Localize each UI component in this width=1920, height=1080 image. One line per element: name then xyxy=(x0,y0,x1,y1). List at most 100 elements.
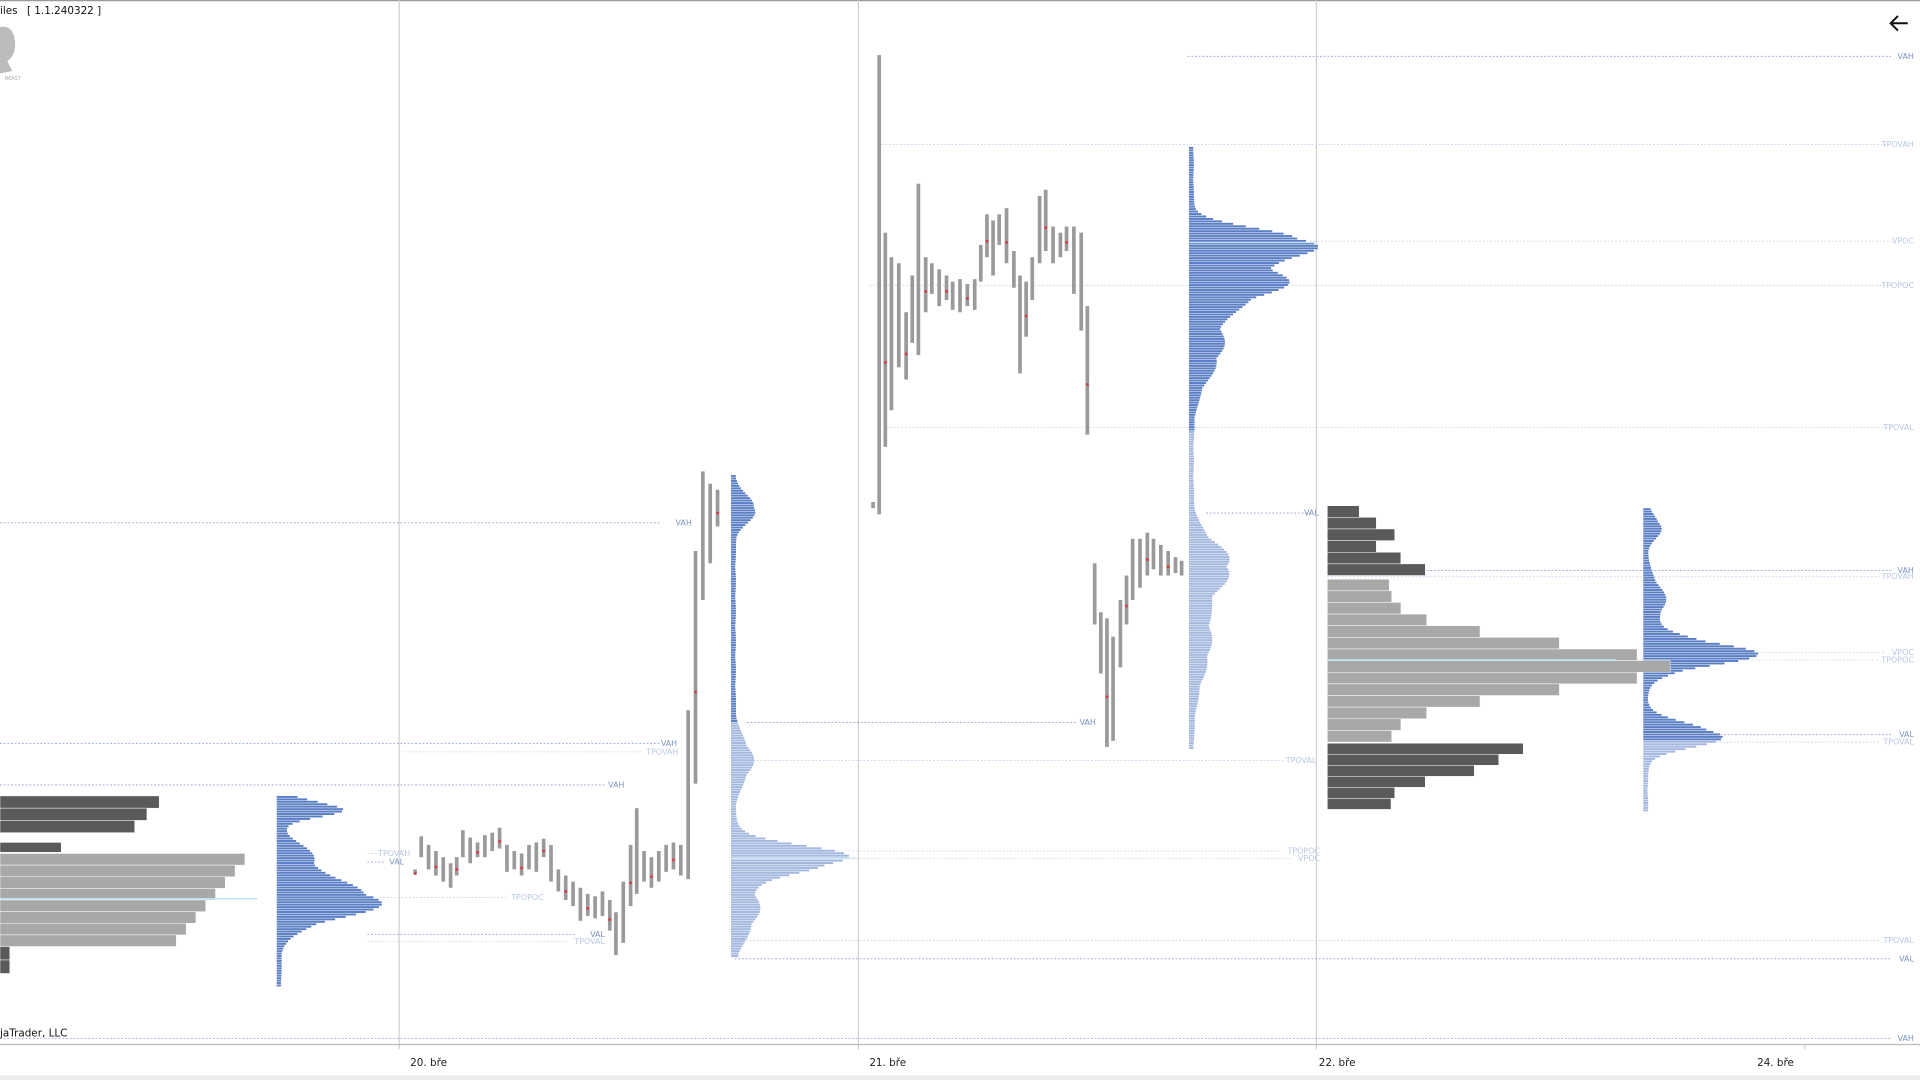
price-bar xyxy=(678,844,683,876)
volume-row xyxy=(731,644,736,647)
volume-row xyxy=(1188,514,1197,517)
level-label: VPOC xyxy=(1892,648,1914,657)
volume-row xyxy=(1643,704,1650,707)
volume-row xyxy=(1188,472,1194,475)
volume-row xyxy=(1188,450,1194,453)
volume-row xyxy=(1643,608,1662,611)
volume-row xyxy=(1643,564,1651,567)
close-dot xyxy=(520,866,523,870)
volume-row xyxy=(731,933,749,936)
volume-row xyxy=(731,800,737,803)
volume-row xyxy=(731,720,738,722)
volume-row xyxy=(1188,396,1201,399)
level-label: TPOPOC xyxy=(510,893,544,902)
price-bar xyxy=(889,257,894,411)
volume-row xyxy=(731,675,736,678)
volume-row xyxy=(1643,660,1739,662)
close-dot xyxy=(924,290,927,293)
volume-row xyxy=(1643,745,1697,748)
volume-row xyxy=(276,820,300,823)
volume-row xyxy=(1188,685,1200,688)
tpo-row xyxy=(0,934,177,947)
back-button[interactable] xyxy=(1889,15,1908,32)
volume-row xyxy=(276,908,374,911)
volume-row xyxy=(1643,537,1656,540)
volume-row xyxy=(1188,328,1221,331)
volume-row xyxy=(1188,168,1194,171)
scrollbar[interactable] xyxy=(0,1075,1920,1080)
volume-row xyxy=(1188,541,1215,544)
volume-row xyxy=(1643,635,1688,638)
price-bar xyxy=(701,471,705,600)
volume-row xyxy=(1188,377,1210,380)
volume-row xyxy=(276,795,298,798)
volume-row xyxy=(1188,340,1225,343)
volume-row xyxy=(1643,664,1710,667)
price-bar xyxy=(413,869,417,875)
volume-row xyxy=(1643,532,1661,535)
volume-row xyxy=(1188,242,1315,245)
tpo-row xyxy=(1327,743,1524,755)
price-bar xyxy=(1138,538,1142,588)
price-bar xyxy=(490,832,495,852)
volume-row xyxy=(731,617,736,620)
tpo-row xyxy=(0,853,246,866)
volume-row xyxy=(276,852,313,855)
price-bar xyxy=(441,857,446,882)
volume-row xyxy=(1643,696,1648,699)
volume-row xyxy=(731,600,736,602)
volume-row xyxy=(731,480,737,482)
volume-row xyxy=(1188,220,1223,223)
volume-row xyxy=(1643,598,1667,601)
volume-row xyxy=(1188,364,1217,367)
volume-row xyxy=(1643,757,1655,760)
volume-row xyxy=(1188,678,1203,681)
volume-row xyxy=(1188,715,1195,718)
volume-row xyxy=(1643,772,1649,775)
close-dot xyxy=(650,875,653,878)
level-label: TPOPOC xyxy=(1880,656,1914,665)
volume-row xyxy=(731,906,761,909)
price-bar xyxy=(519,853,524,876)
volume-row xyxy=(731,563,736,566)
volume-row xyxy=(276,808,343,811)
close-dot xyxy=(1105,695,1109,698)
volume-row xyxy=(731,595,736,598)
volume-row xyxy=(1188,600,1213,602)
volume-row xyxy=(1188,154,1194,157)
volume-row xyxy=(731,604,736,607)
volume-row xyxy=(1643,652,1758,655)
volume-row xyxy=(731,781,745,784)
tpo-row xyxy=(0,842,62,853)
level-label: TPOPOC xyxy=(1880,281,1914,290)
volume-row xyxy=(1188,558,1230,561)
volume-row xyxy=(1188,195,1194,198)
volume-row xyxy=(1188,497,1195,500)
volume-row xyxy=(731,937,747,940)
volume-row xyxy=(276,957,282,960)
volume-row xyxy=(1188,225,1246,228)
volume-row xyxy=(1643,510,1652,513)
price-bar xyxy=(1145,532,1150,576)
volume-row xyxy=(731,612,736,615)
volume-row xyxy=(731,484,740,487)
volume-row xyxy=(731,888,757,891)
volume-row xyxy=(731,817,737,820)
volume-row xyxy=(1188,607,1213,610)
volume-row xyxy=(1188,303,1246,306)
volume-row xyxy=(1188,636,1213,639)
volume-row xyxy=(1188,445,1194,448)
volume-row xyxy=(1188,626,1210,629)
volume-row xyxy=(1188,683,1201,686)
volume-row xyxy=(731,795,739,798)
close-dot xyxy=(1024,314,1028,318)
volume-row xyxy=(731,477,737,480)
price-bar xyxy=(1043,189,1048,252)
volume-row xyxy=(276,876,336,879)
volume-row xyxy=(731,729,742,732)
volume-row xyxy=(731,724,739,727)
volume-row xyxy=(276,832,288,835)
volume-row xyxy=(1188,191,1194,193)
volume-row xyxy=(1188,697,1199,700)
volume-row xyxy=(1188,575,1230,578)
